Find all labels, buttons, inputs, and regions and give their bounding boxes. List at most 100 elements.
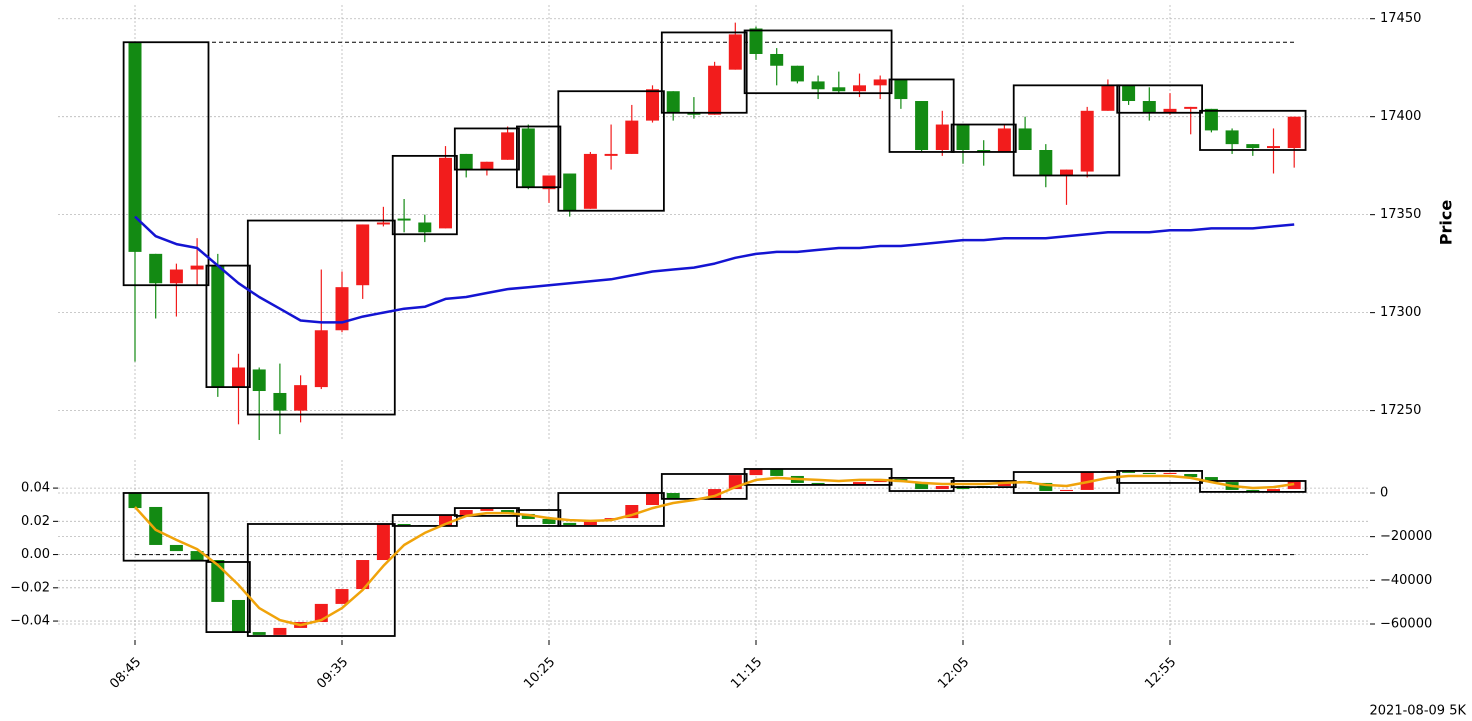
candle-body — [439, 157, 452, 229]
candle-body — [335, 589, 349, 604]
candle-body — [128, 42, 142, 252]
candle-body — [749, 468, 763, 476]
candle-body — [935, 124, 949, 150]
candle-body — [542, 175, 556, 190]
candle-body — [1184, 106, 1198, 109]
candle-body — [956, 124, 970, 150]
x-tick-label: 11:15 — [728, 655, 765, 692]
candle-body — [790, 65, 804, 82]
candle-body — [128, 492, 142, 509]
x-tick-label: 08:45 — [107, 655, 144, 692]
candle-body — [770, 53, 784, 66]
candle-body — [211, 265, 225, 388]
candle-body — [480, 508, 494, 511]
range-box — [453, 507, 520, 517]
range-box — [950, 123, 1017, 153]
candle-body — [1287, 116, 1301, 149]
candle-body — [853, 482, 866, 485]
candle-body — [501, 132, 515, 160]
y-tick-label: 17450 — [1380, 11, 1421, 26]
candle-body — [356, 560, 370, 590]
candle-body — [687, 112, 701, 115]
candle-body — [832, 87, 846, 92]
candle-body — [149, 506, 163, 545]
candle-body — [169, 269, 183, 284]
candle-body — [1060, 169, 1073, 176]
candle-body — [294, 385, 308, 411]
candle-body — [397, 218, 411, 221]
range-box — [391, 154, 458, 236]
candle-body — [1122, 470, 1136, 473]
range-box — [557, 492, 665, 527]
candle-body — [1246, 144, 1260, 149]
range-box — [246, 523, 396, 637]
candle-body — [521, 513, 535, 519]
range-box — [888, 78, 955, 153]
candle-body — [1267, 146, 1280, 149]
candle-body — [314, 330, 328, 388]
footer: 2021-08-09 5K — [1370, 704, 1467, 719]
candle-body — [1142, 472, 1156, 474]
candle-body — [853, 85, 866, 92]
candle-body — [459, 510, 473, 516]
candle-body — [770, 468, 784, 476]
y-tick-label: 0.00 — [21, 547, 50, 562]
candle-body — [708, 489, 722, 500]
candle-body — [273, 627, 287, 635]
candle-body — [625, 120, 639, 154]
candle-body — [666, 492, 680, 499]
candle-body — [252, 369, 266, 392]
range-box — [453, 127, 520, 171]
average-line — [134, 474, 1295, 627]
range-box — [743, 29, 893, 95]
x-tick-label: 09:35 — [314, 655, 351, 692]
x-tick-label: 10:25 — [521, 655, 558, 692]
candle-body — [232, 599, 245, 633]
y-tick-label: −0.02 — [10, 580, 50, 595]
candle-body — [521, 128, 535, 188]
candle-body — [356, 224, 370, 286]
y-axis-label: Price — [1437, 200, 1456, 246]
range-box — [1012, 84, 1121, 177]
candle-body — [542, 518, 556, 524]
candle-body — [480, 161, 494, 170]
candle-body — [1204, 108, 1218, 131]
candle-body — [1080, 110, 1094, 172]
candle-body — [583, 153, 597, 209]
candle-body — [646, 492, 659, 505]
range-box — [205, 264, 251, 388]
candle-body — [418, 222, 432, 233]
candle-body — [915, 482, 929, 490]
candle-body — [728, 34, 742, 70]
candle-body — [376, 523, 390, 561]
candle-body — [1163, 108, 1177, 113]
candle-body — [666, 91, 680, 113]
candle-body — [604, 153, 618, 156]
candle-body — [376, 222, 390, 225]
candle-body — [149, 253, 163, 284]
candle-body — [190, 551, 204, 561]
candle-body — [935, 486, 949, 490]
y-tick-label: −40000 — [1380, 573, 1432, 588]
range-box — [743, 468, 893, 486]
y-tick-label: −0.04 — [10, 614, 50, 629]
candle-body — [977, 150, 991, 152]
candle-body — [563, 173, 577, 211]
candle-body — [873, 79, 887, 86]
candle-body — [1122, 85, 1136, 102]
candle-body — [749, 28, 763, 54]
candle-body — [439, 515, 452, 526]
candle-body — [563, 522, 577, 526]
candle-body — [273, 392, 287, 411]
y-tick-label: 17300 — [1380, 305, 1421, 320]
x-tick-label: 12:05 — [935, 655, 972, 692]
candle-body — [915, 101, 929, 150]
range-box — [1199, 480, 1307, 493]
range-box — [660, 31, 748, 114]
candle-body — [1225, 130, 1239, 145]
candle-body — [1246, 489, 1260, 492]
candle-body — [708, 65, 722, 115]
candle-body — [1184, 473, 1198, 478]
y-tick-label: −20000 — [1380, 529, 1432, 544]
